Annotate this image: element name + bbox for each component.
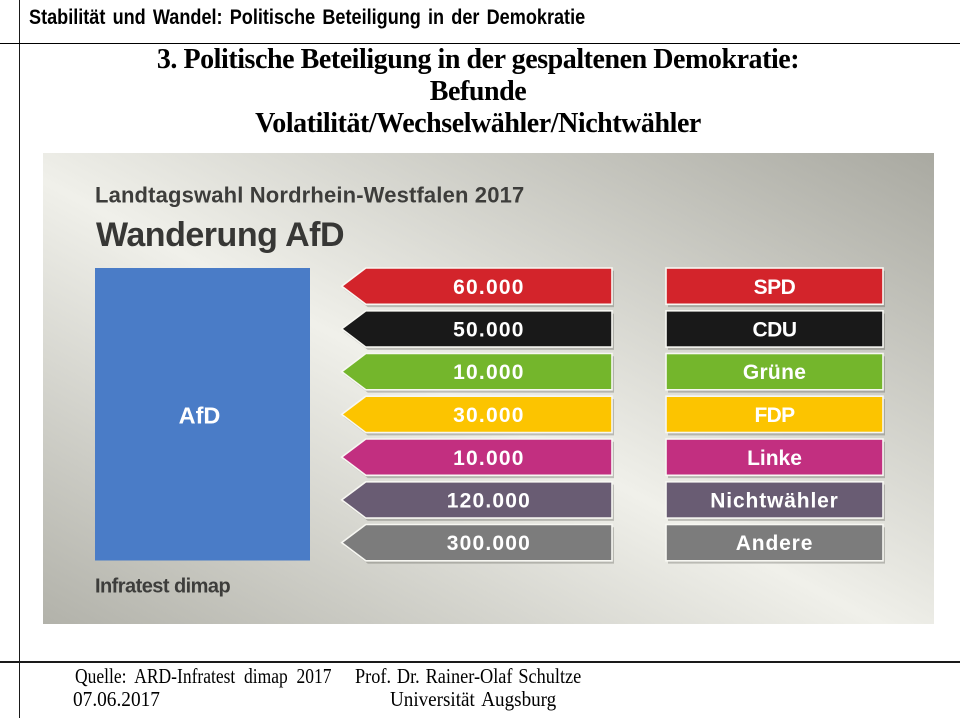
- svg-text:10.000: 10.000: [453, 361, 524, 384]
- svg-text:CDU: CDU: [753, 319, 797, 342]
- svg-text:Andere: Andere: [736, 532, 813, 555]
- svg-text:10.000: 10.000: [453, 447, 524, 470]
- svg-text:50.000: 50.000: [453, 319, 524, 342]
- svg-text:Nichtwähler: Nichtwähler: [710, 490, 838, 513]
- svg-text:Wanderung AfD: Wanderung AfD: [96, 216, 344, 254]
- svg-text:Grüne: Grüne: [743, 361, 806, 384]
- svg-text:30.000: 30.000: [453, 404, 524, 427]
- svg-text:Infratest dimap: Infratest dimap: [95, 576, 230, 598]
- svg-text:SPD: SPD: [754, 276, 796, 299]
- svg-text:60.000: 60.000: [453, 276, 524, 299]
- svg-text:300.000: 300.000: [447, 532, 531, 555]
- svg-text:FDP: FDP: [755, 404, 796, 427]
- svg-text:Landtagswahl Nordrhein-Westfal: Landtagswahl Nordrhein-Westfalen 2017: [95, 183, 524, 208]
- svg-text:AfD: AfD: [179, 403, 221, 429]
- svg-text:120.000: 120.000: [447, 490, 531, 513]
- svg-text:Linke: Linke: [747, 447, 802, 470]
